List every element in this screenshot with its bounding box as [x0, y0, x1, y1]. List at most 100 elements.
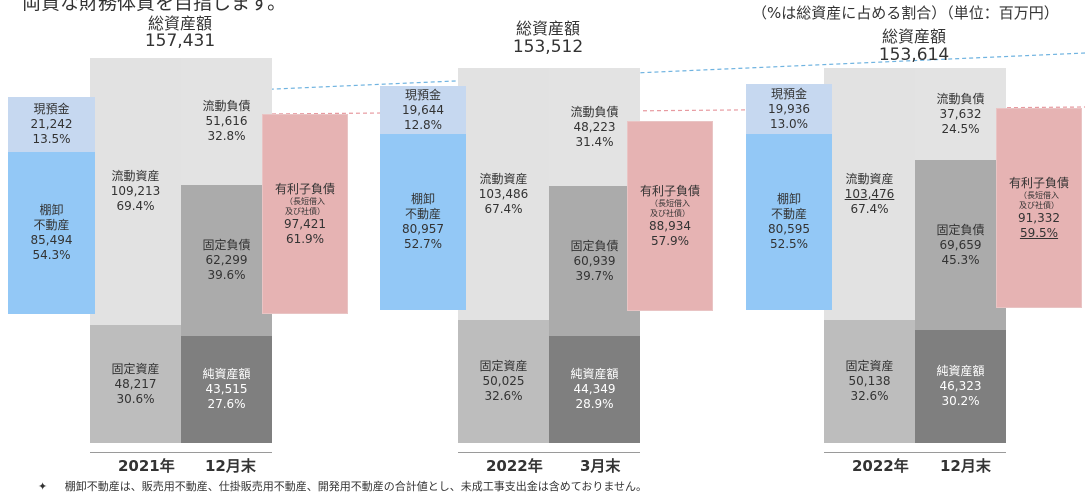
- debt-pct: 61.9%: [285, 231, 325, 246]
- current-liabilities-label: 流動負債: [202, 99, 251, 113]
- inventory-pct: 52.7%: [403, 237, 443, 251]
- current-liabilities-block: 流動負債 51,616 32.8%: [181, 58, 272, 185]
- fixed-assets-label: 固定資産: [845, 359, 894, 373]
- footnote-text: 棚卸不動産は、販売用不動産、仕掛販売用不動産、開発用不動産の合計値とし、未成工事…: [64, 480, 648, 493]
- inventory-label: 棚卸: [39, 203, 64, 217]
- net-assets-value: 44,349: [573, 382, 616, 396]
- inventory-label: 棚卸: [776, 192, 801, 206]
- inventory-label-2: 不動産: [770, 207, 807, 221]
- cash-block: 現預金 21,242 13.5%: [8, 97, 95, 152]
- fixed-assets-value: 50,025: [482, 374, 525, 388]
- net-assets-label: 純資産額: [936, 364, 985, 378]
- cash-label: 現預金: [33, 102, 70, 116]
- inventory-value: 80,595: [768, 222, 810, 236]
- period-year-label: 2021年: [118, 457, 175, 475]
- current-assets-pct: 67.4%: [850, 201, 889, 216]
- current-assets-value: 103,476: [844, 186, 895, 201]
- fixed-assets-label: 固定資産: [111, 361, 160, 376]
- current-liabilities-pct: 32.8%: [207, 129, 246, 143]
- current-assets-block: 流動資産 103,476 67.4%: [824, 68, 915, 320]
- total-assets-value: 153,614: [878, 45, 950, 65]
- interest-bearing-debt-block: 有利子負債 （長短借入 及び社債） 88,934 57.9%: [627, 121, 713, 311]
- net-assets-value: 46,323: [939, 379, 982, 393]
- current-liabilities-value: 37,632: [939, 106, 982, 121]
- fixed-assets-block: 固定資産 50,025 32.6%: [458, 320, 549, 443]
- fixed-assets-pct: 30.6%: [116, 391, 155, 406]
- cash-value: 19,936: [768, 101, 810, 116]
- debt-sublabel-2: 及び社債）: [650, 208, 690, 218]
- current-assets-value: 109,213: [110, 184, 161, 198]
- cash-value: 21,242: [30, 117, 73, 131]
- cash-pct: 13.0%: [769, 116, 809, 131]
- net-assets-pct: 30.2%: [941, 394, 980, 408]
- fixed-liabilities-pct: 45.3%: [941, 252, 980, 267]
- period-year-label: 2022年: [486, 457, 543, 475]
- fixed-liabilities-value: 60,939: [573, 253, 616, 268]
- debt-label: 有利子負債: [274, 181, 335, 196]
- period-year-label: 2022年: [852, 457, 909, 475]
- debt-sublabel: （長短借入: [650, 198, 690, 208]
- inventory-value: 80,957: [402, 222, 444, 236]
- unit-note: （%は総資産に占める割合）（単位：百万円）: [752, 4, 1059, 22]
- total-assets-label: 総資産額: [147, 14, 212, 33]
- cash-value: 19,644: [402, 102, 444, 117]
- total-assets-value: 157,431: [144, 31, 216, 51]
- footnote: ✦ 棚卸不動産は、販売用不動産、仕掛販売用不動産、開発用不動産の合計値とし、未成…: [38, 478, 647, 494]
- fixed-liabilities-label: 固定負債: [202, 238, 251, 252]
- total-assets-label: 総資産額: [515, 19, 580, 38]
- current-assets-label: 流動資産: [845, 171, 894, 186]
- debt-value: 88,934: [649, 218, 691, 233]
- debt-label: 有利子負債: [1008, 175, 1069, 190]
- cash-label: 現預金: [404, 87, 441, 102]
- current-assets-block: 流動資産 109,213 69.4%: [90, 58, 181, 325]
- cash-pct: 12.8%: [403, 117, 443, 132]
- fixed-assets-value: 48,217: [114, 376, 157, 391]
- debt-value: 97,421: [284, 216, 326, 231]
- fixed-liabilities-label: 固定負債: [570, 238, 619, 253]
- current-assets-label: 流動資産: [479, 171, 528, 186]
- fixed-liabilities-value: 69,659: [939, 237, 982, 252]
- cash-block: 現預金 19,936 13.0%: [746, 84, 832, 134]
- cash-label: 現預金: [770, 86, 807, 101]
- fixed-liabilities-value: 62,299: [205, 253, 248, 267]
- current-liabilities-pct: 31.4%: [575, 134, 614, 149]
- net-assets-block: 純資産額 43,515 27.6%: [181, 336, 272, 443]
- current-assets-pct: 69.4%: [116, 199, 155, 213]
- debt-label: 有利子負債: [639, 183, 700, 198]
- period-month-label: 3月末: [580, 457, 621, 475]
- fixed-assets-pct: 32.6%: [484, 389, 523, 403]
- fixed-assets-block: 固定資産 50,138 32.6%: [824, 320, 915, 443]
- current-assets-value: 103,486: [478, 186, 529, 201]
- current-liabilities-value: 48,223: [573, 119, 616, 134]
- net-assets-pct: 27.6%: [207, 397, 246, 411]
- net-assets-block: 純資産額 44,349 28.9%: [549, 336, 640, 443]
- debt-sublabel: （長短借入: [285, 196, 325, 206]
- net-assets-label: 純資産額: [570, 367, 619, 381]
- page-heading: 両資な財務体質を目指します。: [22, 0, 287, 14]
- current-assets-block: 流動資産 103,486 67.4%: [458, 68, 549, 320]
- current-liabilities-pct: 24.5%: [941, 121, 980, 136]
- current-assets-label: 流動資産: [111, 169, 160, 183]
- current-liabilities-block: 流動負債 48,223 31.4%: [549, 68, 640, 186]
- net-assets-label: 純資産額: [202, 367, 251, 381]
- inventory-value: 85,494: [30, 233, 73, 247]
- debt-pct: 59.5%: [1019, 225, 1059, 240]
- current-liabilities-label: 流動負債: [570, 104, 619, 119]
- axis-baseline: [90, 452, 272, 453]
- fixed-liabilities-block: 固定負債 62,299 39.6%: [181, 185, 272, 336]
- inventory-pct: 54.3%: [32, 248, 71, 262]
- period-month-label: 12月末: [205, 457, 256, 475]
- cash-pct: 13.5%: [32, 132, 71, 146]
- fixed-liabilities-pct: 39.7%: [575, 268, 614, 283]
- debt-sublabel-2: 及び社債）: [285, 206, 325, 216]
- fixed-liabilities-block: 固定負債 69,659 45.3%: [915, 160, 1006, 330]
- fixed-liabilities-label: 固定負債: [936, 222, 985, 237]
- inventory-block: 棚卸 不動産 80,595 52.5%: [746, 134, 832, 310]
- inventory-pct: 52.5%: [769, 237, 809, 251]
- current-liabilities-block: 流動負債 37,632 24.5%: [915, 68, 1006, 160]
- debt-sublabel-2: 及び社債）: [1019, 200, 1059, 210]
- fixed-assets-label: 固定資産: [479, 359, 528, 373]
- cash-block: 現預金 19,644 12.8%: [380, 86, 466, 134]
- net-assets-value: 43,515: [205, 382, 248, 396]
- fixed-assets-value: 50,138: [848, 374, 891, 388]
